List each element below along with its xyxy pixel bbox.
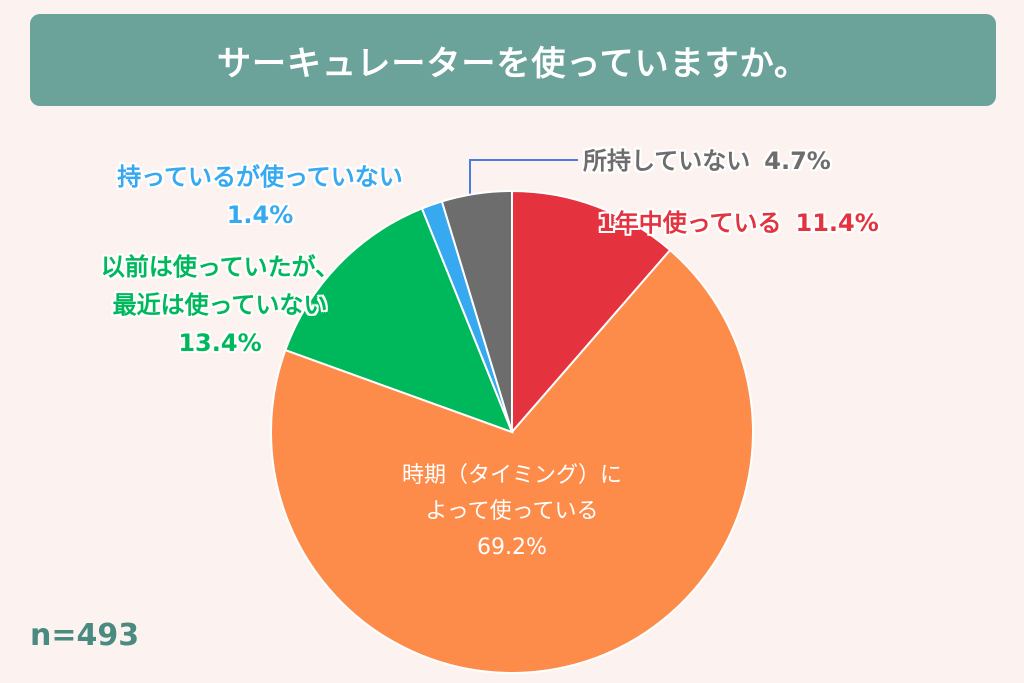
slice-label: 1年中使っている 11.4% <box>598 204 978 242</box>
slice-label: 以前は使っていたが、 最近は使っていない 13.4% <box>40 248 400 362</box>
pie-slice <box>270 248 754 674</box>
value-label: 4.7% <box>764 147 831 175</box>
title-bar: サーキュレーターを使っていますか。 <box>30 14 996 106</box>
value-label: 13.4% <box>178 329 262 357</box>
pie-slice <box>284 207 514 434</box>
sample-size: n=493 <box>30 618 140 653</box>
category-label: 持っているが使っていない <box>117 163 403 191</box>
leader-line <box>469 159 578 196</box>
pie-slice <box>511 189 672 435</box>
category-label: 1年中使っている <box>598 209 782 237</box>
category-label: 以前は使っていたが、 最近は使っていない <box>100 253 340 319</box>
slice-label: 所持していない 4.7% <box>583 142 903 180</box>
value-label: 1.4% <box>226 201 294 229</box>
slice-label: 時期（タイミング）に よって使っている 69.2% <box>362 458 662 566</box>
value-label: 11.4% <box>795 209 879 237</box>
category-label: 所持していない <box>583 147 751 175</box>
value-label: 69.2% <box>477 535 547 560</box>
category-label: 時期（タイミング）に よって使っている <box>401 463 622 524</box>
chart-title: サーキュレーターを使っていますか。 <box>217 43 809 84</box>
slice-label: 持っているが使っていない 1.4% <box>60 158 460 234</box>
pie-slice <box>440 189 513 433</box>
